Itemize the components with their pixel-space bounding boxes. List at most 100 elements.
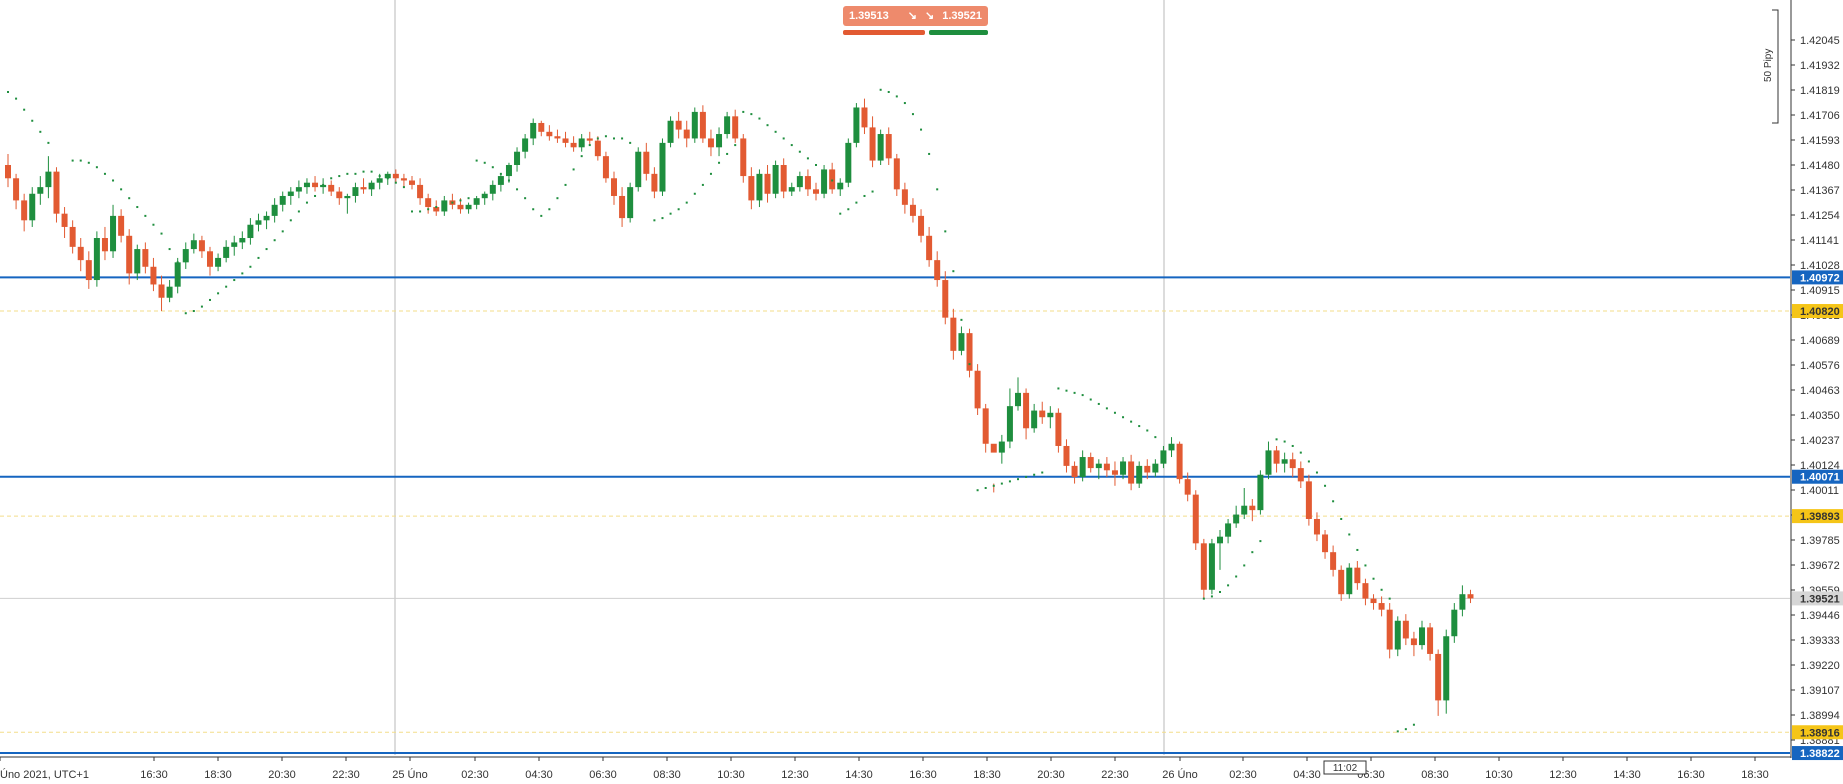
candle <box>409 176 415 190</box>
sar-dot <box>1138 425 1141 428</box>
candle <box>231 235 238 256</box>
sell-button[interactable]: 1.39513 ↘ <box>843 6 925 26</box>
y-tick-label: 1.41706 <box>1800 110 1840 122</box>
candle-body <box>190 240 197 250</box>
candle <box>869 116 876 168</box>
candle <box>707 129 714 157</box>
sar-dot <box>1065 389 1068 392</box>
sar-dot <box>1291 444 1294 447</box>
sell-arrow-icon: ↘ <box>907 10 917 22</box>
level-price-tag <box>1792 509 1843 524</box>
candle <box>877 129 884 165</box>
candle-body <box>376 178 383 183</box>
candle-body <box>756 173 763 201</box>
sar-dot <box>491 166 494 169</box>
candle <box>1031 403 1038 433</box>
sar-dot <box>128 197 131 200</box>
candle-body <box>716 134 723 148</box>
sar-dot <box>1202 597 1205 600</box>
candle-body <box>85 260 92 281</box>
candle <box>1402 614 1409 646</box>
candle-body <box>530 122 537 139</box>
sar-dot <box>15 97 18 100</box>
buy-button[interactable]: ↘ 1.39521 <box>917 6 988 26</box>
candle-body <box>780 165 787 192</box>
candle-body <box>619 195 626 219</box>
candle <box>627 182 634 223</box>
time-axis[interactable]: Úno 2021, UTC+1 16:30 18:30 20:30 22:30 25 Ún… <box>0 756 1791 781</box>
candle <box>497 173 504 192</box>
sar-dot <box>241 272 244 275</box>
level-price-tag-label: 1.40820 <box>1800 306 1840 318</box>
sar-dot <box>467 197 470 200</box>
candle <box>5 153 11 188</box>
sar-dot <box>524 197 527 200</box>
candle <box>1330 545 1337 577</box>
sar-dot <box>31 119 34 122</box>
sar-dot <box>23 108 26 111</box>
sar-dot <box>1017 478 1019 481</box>
candle-body <box>1410 638 1417 646</box>
sar-dot <box>1235 575 1238 578</box>
candle <box>659 138 666 196</box>
y-tick-label: 1.41028 <box>1800 260 1840 272</box>
candle <box>69 220 76 254</box>
y-tick-label: 1.40350 <box>1800 410 1840 422</box>
candle-body <box>1265 450 1272 475</box>
sar-dot <box>782 137 785 140</box>
y-tick-label: 1.41932 <box>1800 60 1840 72</box>
candle-body <box>1023 392 1030 429</box>
candle <box>1346 563 1353 599</box>
candle <box>1111 461 1118 486</box>
sar-dot <box>427 208 430 211</box>
candle-body <box>942 280 949 318</box>
sar-dot <box>1081 394 1084 397</box>
candle-body <box>1152 463 1159 473</box>
candle-body <box>1192 494 1199 544</box>
sar-dot <box>144 214 147 217</box>
candle <box>796 171 803 192</box>
level-price-tag <box>1792 270 1843 285</box>
candle <box>950 308 957 360</box>
candle <box>861 98 868 135</box>
candle-body <box>934 260 941 281</box>
candle <box>1241 488 1248 519</box>
candle-body <box>1111 470 1118 475</box>
sar-dot <box>209 298 211 301</box>
candle <box>958 326 965 356</box>
y-tick-label: 1.39333 <box>1800 635 1840 647</box>
candle <box>772 160 779 199</box>
sar-dot <box>726 152 729 155</box>
price-axis[interactable]: 1.42045 1.41932 1.41819 1.41706 1.41593 1.414… <box>1790 0 1843 784</box>
candle <box>578 134 585 152</box>
candle-body <box>1063 445 1070 466</box>
y-tick-label: 1.40689 <box>1800 335 1840 347</box>
x-tick-label: 10:30 <box>717 769 745 781</box>
y-tick-label: 1.41254 <box>1800 210 1840 222</box>
sar-dot <box>693 192 696 195</box>
candle-body <box>1160 450 1167 464</box>
candle-body <box>425 198 432 208</box>
candle-body <box>295 187 302 192</box>
sar-dot <box>1259 540 1262 543</box>
candle-body <box>77 246 84 261</box>
sar-dot <box>701 183 704 186</box>
candle-body <box>740 138 747 177</box>
candle-body <box>554 136 561 139</box>
candle <box>223 240 230 263</box>
candle-body <box>804 176 811 190</box>
candle <box>1362 578 1369 606</box>
candle-body <box>255 220 262 225</box>
candle-body <box>683 129 690 139</box>
y-tick-label: 1.38994 <box>1800 710 1840 722</box>
level-price-tag-label: 1.40972 <box>1800 272 1840 284</box>
candle-body <box>958 333 965 351</box>
candle <box>538 120 545 137</box>
candle <box>368 180 375 196</box>
y-tick-label: 1.40463 <box>1800 385 1840 397</box>
level-price-tag-label: 1.39893 <box>1800 511 1840 523</box>
candle <box>918 209 925 243</box>
candle-body <box>926 235 933 261</box>
